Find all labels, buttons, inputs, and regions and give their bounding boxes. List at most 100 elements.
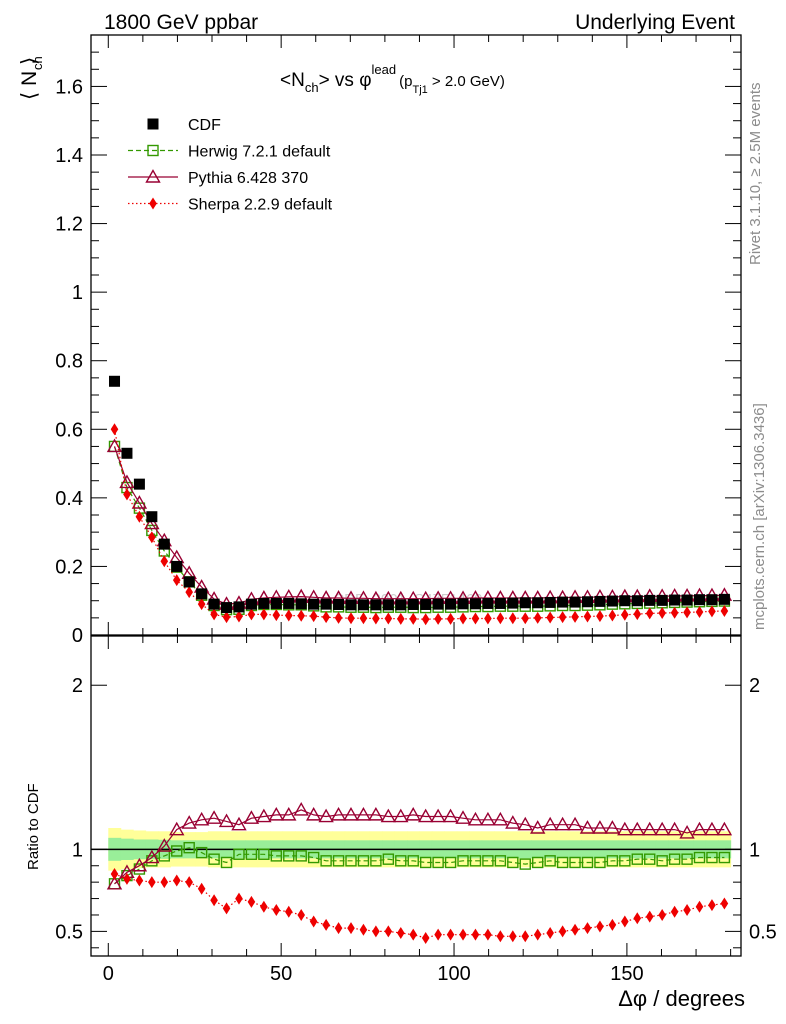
data-point xyxy=(546,611,554,624)
data-point xyxy=(619,595,631,607)
ratio-point xyxy=(144,849,160,864)
ratio-point xyxy=(347,922,355,935)
data-point xyxy=(409,612,418,625)
data-point xyxy=(571,610,579,623)
ratio-point xyxy=(272,904,281,917)
data-point xyxy=(347,612,355,625)
ratio-series xyxy=(106,802,733,944)
ratio-point xyxy=(322,918,330,931)
ratio-point xyxy=(172,874,181,887)
data-point xyxy=(185,586,193,599)
data-point xyxy=(384,612,393,625)
data-point xyxy=(633,608,642,621)
ratio-point xyxy=(243,810,260,824)
ratio-point xyxy=(583,922,592,935)
ratio-point xyxy=(442,808,459,823)
ratio-point xyxy=(407,855,419,867)
data-point xyxy=(446,612,455,625)
main-y-tick-labels: 0 0.2 0.4 0.6 0.8 1 1.2 1.4 1.6 xyxy=(55,76,83,647)
data-point xyxy=(482,597,494,609)
ratio-point xyxy=(521,930,530,943)
main-series xyxy=(106,375,733,626)
ratio-point xyxy=(245,848,258,860)
data-point xyxy=(148,531,156,544)
header-left: 1800 GeV ppbar xyxy=(104,11,258,34)
ratio-point xyxy=(668,853,681,865)
data-point xyxy=(471,612,480,625)
ratio-y-axis-label: Ratio to CDF xyxy=(25,783,42,870)
ratio-point xyxy=(704,821,720,836)
ratio-point xyxy=(233,848,245,860)
ratio-point xyxy=(218,813,235,828)
data-point xyxy=(494,597,506,609)
data-point xyxy=(135,510,144,523)
ratio-point xyxy=(307,851,320,864)
ratio-point xyxy=(455,810,471,824)
ratio-point xyxy=(247,895,256,908)
ratio-point xyxy=(419,856,432,869)
data-point xyxy=(183,576,195,588)
ratio-point xyxy=(434,928,442,941)
ratio-point xyxy=(185,876,193,889)
y-tick-label-ratio-right: 0.5 xyxy=(749,921,777,943)
data-point xyxy=(695,606,704,619)
ratio-point xyxy=(558,925,567,938)
data-point xyxy=(608,609,617,622)
data-point xyxy=(345,599,357,611)
data-point xyxy=(283,597,295,609)
legend-label: Pythia 6.428 370 xyxy=(188,170,308,187)
ratio-point xyxy=(546,927,554,940)
data-point xyxy=(210,608,218,621)
ratio-point xyxy=(554,816,571,831)
main-y-axis-label: ⟨ N ⟩ xyxy=(18,57,41,100)
ratio-point xyxy=(444,856,457,869)
data-point xyxy=(144,515,160,530)
ratio-point xyxy=(716,821,733,836)
ratio-point xyxy=(256,808,272,823)
ratio-point xyxy=(579,820,596,834)
ratio-point xyxy=(181,815,197,829)
data-point xyxy=(457,598,469,610)
ratio-point xyxy=(519,858,531,870)
ratio-point xyxy=(123,872,131,885)
y-tick-label-main: 0.6 xyxy=(55,419,83,441)
data-point xyxy=(320,598,332,610)
legend: CDF Herwig 7.2.1 default Pythia 6.428 370 S… xyxy=(128,117,333,214)
ratio-point xyxy=(642,821,658,836)
x-tick-labels: 0 50 100 150 xyxy=(103,963,644,985)
ratio-point xyxy=(330,806,347,821)
ratio-point xyxy=(208,853,220,865)
ratio-point xyxy=(492,811,509,826)
ratio-point xyxy=(505,815,521,829)
ratio-y-tick-labels: 0.5 0.5 1 1 2 2 xyxy=(55,675,777,943)
x-tick-label: 0 xyxy=(103,963,114,985)
data-point xyxy=(297,609,306,622)
ratio-point xyxy=(658,908,666,921)
ratio-point xyxy=(281,806,297,821)
data-point xyxy=(669,594,681,606)
ratio-point xyxy=(409,928,418,941)
ratio-point xyxy=(484,928,492,941)
ratio-point xyxy=(295,850,307,862)
data-point xyxy=(370,599,382,611)
data-point xyxy=(496,612,505,625)
data-point xyxy=(708,605,716,618)
legend-label: CDF xyxy=(188,117,221,134)
data-point xyxy=(459,612,467,625)
ratio-point xyxy=(542,816,558,831)
ratio-point xyxy=(396,927,405,940)
data-point xyxy=(583,610,592,623)
ratio-point xyxy=(156,838,172,852)
ratio-point xyxy=(509,930,517,943)
ratio-point xyxy=(169,821,185,836)
data-point xyxy=(260,608,268,621)
ratio-point xyxy=(220,856,233,869)
ratio-point xyxy=(571,923,579,936)
ratio-line-Sherpa 2.2.9 default xyxy=(114,873,725,939)
data-point xyxy=(544,596,556,608)
data-point xyxy=(670,606,679,619)
data-point xyxy=(109,375,121,387)
data-point xyxy=(171,560,183,572)
data-point xyxy=(533,611,542,624)
